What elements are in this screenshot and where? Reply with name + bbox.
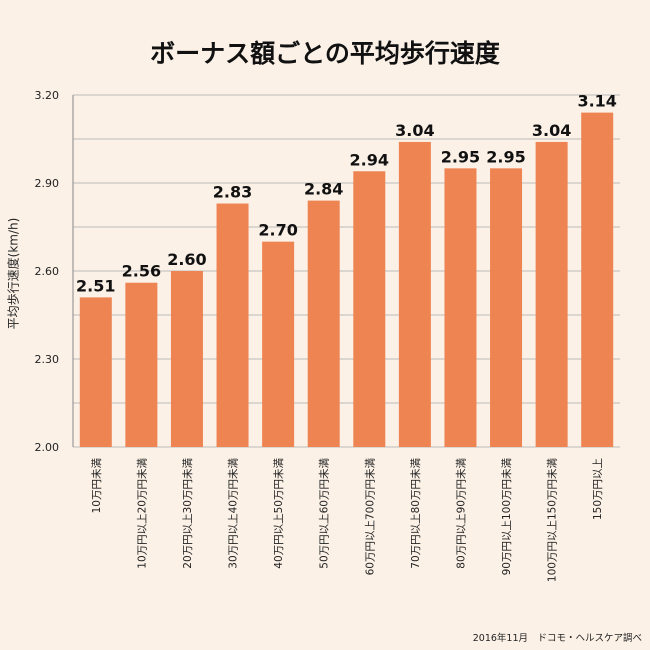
bar xyxy=(307,200,340,447)
data-label: 2.84 xyxy=(304,180,343,199)
data-label: 2.95 xyxy=(486,147,525,166)
y-tick-label: 3.20 xyxy=(35,89,60,102)
x-tick-label: 80万円以上90万円未満 xyxy=(455,458,467,569)
bar xyxy=(79,297,112,447)
bar xyxy=(581,112,614,447)
x-tick-label: 10万円以上20万円未満 xyxy=(136,458,148,569)
bar xyxy=(125,282,158,447)
bar xyxy=(490,168,523,448)
data-label: 3.14 xyxy=(577,92,616,111)
x-tick-label: 150万円以上 xyxy=(592,458,604,520)
source-footer: 2016年11月 ドコモ・ヘルスケア調べ xyxy=(472,633,642,644)
data-label: 2.94 xyxy=(350,150,389,169)
data-label: 3.04 xyxy=(395,121,434,140)
bar xyxy=(170,271,203,447)
data-label: 2.56 xyxy=(122,262,161,281)
data-label: 2.83 xyxy=(213,183,252,202)
x-tick-label: 40万円以上50万円未満 xyxy=(273,458,285,569)
chart-title: ボーナス額ごとの平均歩行速度 xyxy=(150,39,500,68)
y-tick-label: 2.00 xyxy=(35,441,60,454)
data-label: 2.95 xyxy=(441,147,480,166)
bar xyxy=(262,241,295,447)
bar xyxy=(353,171,386,447)
x-tick-label: 20万円以上30万円未満 xyxy=(182,458,194,569)
y-tick-label: 2.60 xyxy=(35,265,60,278)
bar xyxy=(444,168,477,448)
x-tick-label: 100万円以上150万円未満 xyxy=(547,458,559,583)
bar xyxy=(535,141,568,447)
x-tick-label: 70万円以上80万円未満 xyxy=(410,458,422,569)
data-label: 2.51 xyxy=(76,276,115,295)
data-label: 2.70 xyxy=(258,221,297,240)
x-tick-label: 50万円以上60万円未満 xyxy=(319,458,331,569)
x-tick-label: 60万円以上700万円未満 xyxy=(364,458,376,576)
y-tick-label: 2.90 xyxy=(35,177,60,190)
x-tick-label: 10万円未満 xyxy=(91,458,103,514)
data-label: 2.60 xyxy=(167,250,206,269)
x-tick-label: 90万円以上100万円未満 xyxy=(501,458,513,576)
bar xyxy=(398,141,431,447)
data-label: 3.04 xyxy=(532,121,571,140)
bar xyxy=(216,203,249,447)
y-tick-label: 2.30 xyxy=(35,353,60,366)
x-tick-label: 30万円以上40万円未満 xyxy=(228,458,240,569)
